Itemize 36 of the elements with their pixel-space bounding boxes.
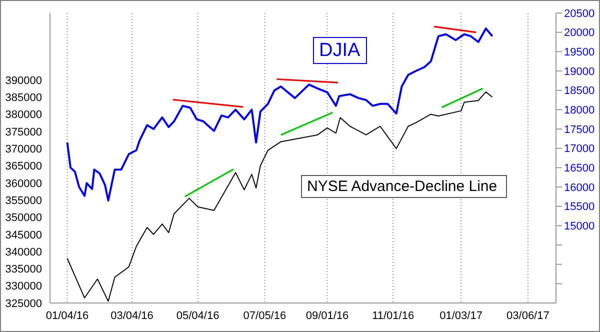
y-tick-label: 370000 xyxy=(5,143,42,156)
x-tick-label: 05/04/16 xyxy=(176,310,220,322)
y-tick-label: 355000 xyxy=(5,194,42,207)
x-tick-label: 03/04/16 xyxy=(110,310,154,322)
y-tick-label: 380000 xyxy=(5,109,42,122)
y-tick-label: 325000 xyxy=(5,298,42,310)
y-tick-label: 350000 xyxy=(5,212,42,224)
y-tick-label: 390000 xyxy=(5,74,42,87)
x-tick-label: 11/01/16 xyxy=(372,310,414,322)
x-tick-label: 09/01/16 xyxy=(306,310,349,322)
text: NYSE Advance-Decline Line xyxy=(301,175,507,198)
y2-tick-label: 18500 xyxy=(564,85,595,98)
y-tick-label: 385000 xyxy=(5,92,42,104)
y-tick-label: 345000 xyxy=(5,229,42,242)
y2-tick-label: 17000 xyxy=(564,143,595,156)
y-tick-label: 365000 xyxy=(5,160,42,173)
y2-tick-label: 16000 xyxy=(564,182,595,194)
y-tick-label: 340000 xyxy=(5,246,42,258)
y2-tick-label: 18000 xyxy=(564,104,595,117)
y-tick-label: 330000 xyxy=(5,280,42,293)
x-tick-label: 07/05/16 xyxy=(243,310,286,322)
x-tick-label: 03/06/17 xyxy=(506,310,550,322)
y2-tick-label: 15500 xyxy=(564,201,595,214)
y2-tick-label: 16500 xyxy=(564,162,595,175)
x-tick-label: 01/03/17 xyxy=(440,310,482,322)
y2-tick-label: 20500 xyxy=(564,8,595,20)
y2-tick-label: 19500 xyxy=(564,46,595,59)
y-tick-label: 375000 xyxy=(5,126,42,138)
y2-tick-label: 17500 xyxy=(564,124,595,136)
y-tick-label: 335000 xyxy=(5,264,42,276)
series-label: DJIA xyxy=(313,37,367,64)
y-tick-label: 360000 xyxy=(5,178,42,190)
y2-tick-label: 15000 xyxy=(564,220,595,233)
y2-tick-label: 20000 xyxy=(564,27,595,40)
y2-tick-label: 19000 xyxy=(564,66,595,78)
x-tick-label: 01/04/16 xyxy=(46,310,89,322)
